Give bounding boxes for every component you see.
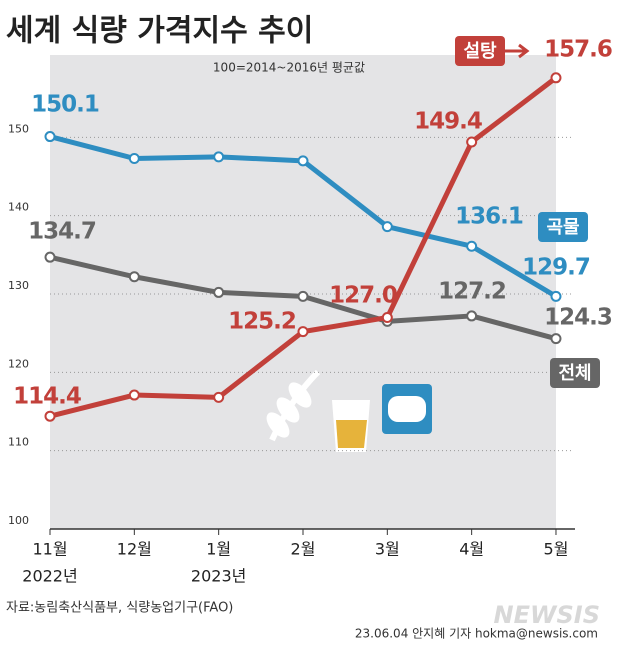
point [128, 152, 140, 164]
legend-label: 전체 [558, 363, 591, 384]
point [44, 131, 56, 143]
legend-box [538, 212, 588, 242]
value-label: 134.7 [28, 219, 96, 245]
y-tick-label: 110 [8, 436, 29, 449]
y-tick-label: 150 [8, 122, 29, 135]
value-label: 136.1 [455, 204, 523, 230]
x-year-label: 2022년 [22, 567, 77, 586]
point [466, 136, 478, 148]
point [550, 333, 562, 345]
value-label: 125.2 [228, 309, 296, 335]
x-tick-label: 11월 [32, 540, 67, 559]
x-tick-label: 1월 [206, 540, 231, 559]
value-label: 114.4 [13, 384, 81, 410]
x-tick-label: 4월 [459, 540, 484, 559]
x-tick-label: 12월 [117, 540, 152, 559]
point [297, 326, 309, 338]
point [213, 151, 225, 163]
legend-box [455, 36, 505, 66]
y-tick-label: 100 [8, 514, 29, 527]
value-label: 127.2 [438, 279, 506, 305]
point [381, 312, 393, 323]
credit: 23.06.04 안지혜 기자 hokma@newsis.com [355, 627, 598, 641]
value-label: 150.1 [31, 92, 99, 118]
subtitle: 100=2014~2016년 평균값 [213, 61, 365, 75]
value-label: 127.0 [329, 283, 397, 309]
legend-label: 설탕 [463, 41, 497, 62]
x-tick-label: 2월 [291, 540, 316, 559]
source: 자료:농림축산식품부, 식량농업기구(FAO) [6, 601, 233, 616]
y-tick-label: 120 [8, 357, 29, 370]
point [550, 72, 562, 84]
value-label: 129.7 [522, 255, 590, 281]
legend-box [550, 358, 600, 388]
x-year-label: 2023년 [191, 567, 246, 586]
point [297, 155, 309, 167]
point [466, 310, 478, 322]
icons [266, 369, 432, 452]
chart-title: 세계 식량 가격지수 추이 [6, 14, 313, 49]
point [381, 221, 393, 233]
value-label: 157.6 [544, 37, 612, 63]
point [297, 290, 309, 302]
logo: NEWSIS [494, 601, 600, 629]
legend-arrow [505, 43, 530, 59]
point [44, 410, 56, 422]
point [550, 290, 562, 302]
point [213, 391, 225, 403]
point [128, 271, 140, 283]
value-label: 149.4 [414, 109, 482, 135]
value-label: 124.3 [544, 305, 612, 331]
y-tick-label: 130 [8, 279, 29, 292]
legend-label: 곡물 [546, 217, 579, 238]
y-tick-label: 140 [8, 201, 29, 214]
x-tick-label: 5월 [544, 540, 569, 559]
point [128, 389, 140, 401]
point [466, 240, 478, 252]
point [213, 286, 225, 298]
x-tick-label: 3월 [375, 540, 400, 559]
point [44, 251, 56, 263]
